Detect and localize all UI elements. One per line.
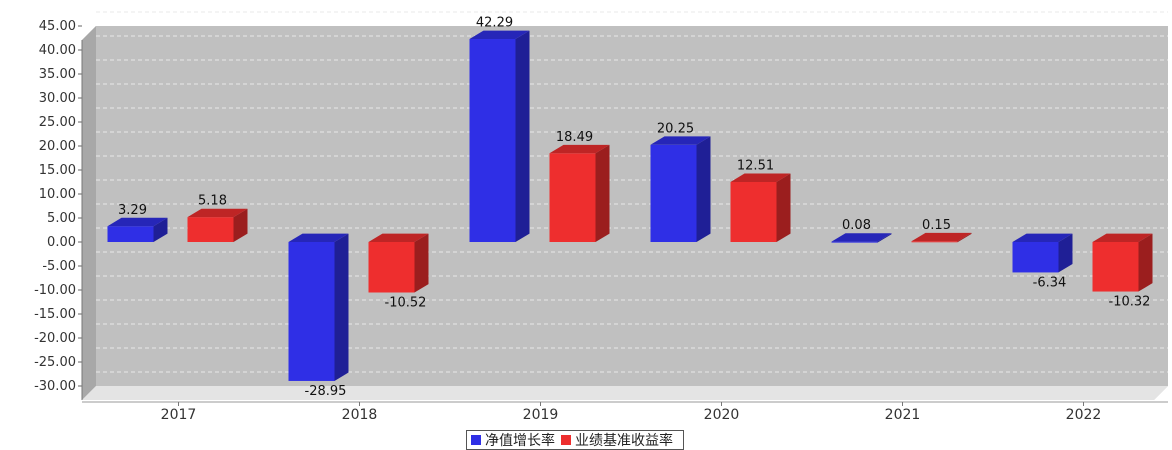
legend-swatch-series-2 [561,435,571,445]
x-tick-label: 2022 [1066,407,1102,423]
y-tick-label: -25.00 [34,355,76,370]
bar-side [696,136,711,242]
data-label: -10.32 [1109,295,1151,310]
bar-net-growth-2017 [107,226,154,242]
bar-side [595,144,610,242]
y-tick-label: 40.00 [39,43,76,58]
y-tick-label: 15.00 [39,163,76,178]
data-label: -10.52 [385,295,427,310]
bar-top [1092,233,1153,242]
bar-side [515,30,530,242]
chart-legend: 净值增长率 业绩基准收益率 [466,430,684,450]
y-tick-label: 30.00 [39,91,76,106]
x-tick-label: 2019 [523,407,559,423]
y-tick-label: 45.00 [39,19,76,34]
data-label: -28.95 [305,384,347,399]
y-tick-label: -15.00 [34,307,76,322]
bar-benchmark-2021 [911,241,958,243]
bar-top [831,233,892,242]
bar-net-growth-2020 [650,144,697,242]
bar-benchmark-2020 [730,181,777,242]
legend-label-series-2: 业绩基准收益率 [575,433,673,449]
bar-top [187,208,248,218]
y-tick-label: 5.00 [47,211,76,226]
bar-benchmark-2022 [1092,242,1139,292]
bar-net-growth-2022 [1012,242,1059,273]
y-tick-label: -5.00 [42,259,76,274]
y-tick-label: 35.00 [39,67,76,82]
x-tick-label: 2017 [161,407,197,423]
bar-top [469,30,530,40]
data-label: 18.49 [556,130,593,145]
legend-item-series-2: 业绩基准收益率 [561,430,673,450]
data-label: 20.25 [657,121,694,136]
bar-side [414,233,429,293]
bar-side [153,217,168,242]
bar-net-growth-2021 [831,241,878,243]
y-tick-label: 25.00 [39,115,76,130]
bar-net-growth-2019 [469,39,516,243]
x-tick-label: 2020 [704,407,740,423]
data-label: 3.29 [118,203,147,218]
bar-top [1012,233,1073,242]
legend-item-series-1: 净值增长率 [471,430,555,450]
bar-benchmark-2017 [187,217,234,242]
data-label: 0.15 [922,218,951,233]
bar-side [233,208,248,242]
bar-side [957,232,972,243]
bar-benchmark-2018 [368,242,415,293]
bar-top [650,136,711,145]
data-label: 5.18 [198,194,227,209]
y-tick-label: 20.00 [39,139,76,154]
data-label: 0.08 [842,218,871,233]
bar-top [911,232,972,242]
bar-top [107,217,168,227]
y-tick-label: 0.00 [47,235,76,250]
left-wall [82,26,96,400]
data-label: -6.34 [1033,275,1067,290]
data-label: 12.51 [737,159,774,174]
bar-side [776,173,791,242]
bar-top [730,173,791,182]
bar-net-growth-2018 [288,242,335,381]
legend-label-series-1: 净值增长率 [485,433,555,449]
bar-side [1138,233,1153,292]
y-tick-label: -20.00 [34,331,76,346]
bar-top [368,233,429,242]
legend-swatch-series-1 [471,435,481,445]
data-label: 42.29 [476,16,513,31]
bar-side [334,233,349,381]
y-tick-label: 10.00 [39,187,76,202]
bar-top [288,233,349,242]
floor [82,386,1168,400]
bar-side [1058,233,1073,273]
bar-side [877,233,892,243]
bar-top [549,144,610,154]
y-tick-label: -30.00 [34,379,76,394]
x-tick-label: 2021 [885,407,921,423]
plot-area [96,26,1168,386]
bar-benchmark-2019 [549,153,596,242]
title-area [0,0,1172,12]
x-tick-label: 2018 [342,407,378,423]
y-tick-label: -10.00 [34,283,76,298]
